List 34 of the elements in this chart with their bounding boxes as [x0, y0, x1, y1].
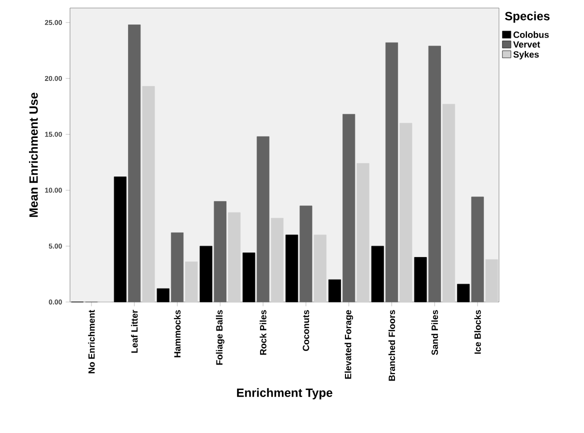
bar: [371, 246, 384, 302]
x-axis-title: Enrichment Type: [237, 388, 332, 400]
bar: [356, 163, 370, 302]
bar: [242, 252, 256, 302]
bar: [457, 284, 470, 302]
bar: [485, 259, 498, 302]
bar: [314, 234, 326, 302]
x-tick-label: No Enrichment: [88, 310, 95, 374]
bar: [442, 104, 456, 302]
x-tick-label: Hammocks: [174, 310, 181, 358]
legend-label: Sykes: [513, 51, 539, 60]
bar: [185, 262, 198, 302]
bar: [328, 279, 341, 302]
bar: [400, 122, 412, 302]
x-tick-label: Elevated Forage: [344, 310, 354, 379]
y-axis-title: Mean Enrichment Use: [29, 92, 38, 217]
x-tick-label: Coconuts: [302, 310, 310, 351]
legend-title: Species: [505, 12, 550, 23]
bar: [270, 218, 284, 302]
x-tick-label: Foliage Balls: [216, 310, 224, 365]
x-tick-label: Sand Piles: [431, 310, 438, 356]
bar: [156, 288, 170, 302]
bar: [200, 246, 212, 302]
bar: [228, 212, 241, 302]
legend-label: Vervet: [513, 41, 540, 48]
legend-label: Colobus: [514, 31, 549, 38]
bar: [414, 257, 427, 302]
x-tick-label: Ice Blocks: [474, 310, 481, 354]
x-tick-label: Branched Floors: [388, 310, 396, 381]
bar: [114, 176, 126, 302]
x-tick-label: Rock Piles: [260, 310, 266, 355]
bar: [142, 86, 155, 302]
x-tick-label: Leaf Litter: [131, 310, 138, 353]
bar: [286, 234, 298, 302]
